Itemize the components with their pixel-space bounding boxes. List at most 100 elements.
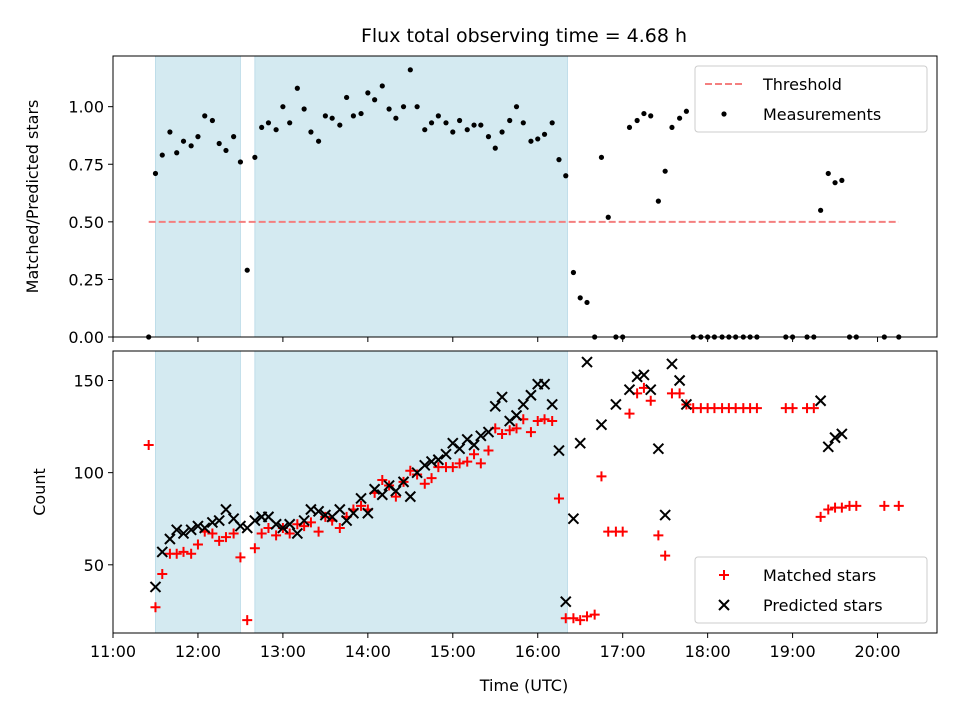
predicted-star-point [419,459,431,471]
predicted-star-point [149,581,162,593]
matched-star-point [469,449,480,460]
predicted-star-point [553,444,565,457]
x-tick-label: 16:00 [515,642,561,661]
measurement-point [513,104,520,110]
predicted-star-point [390,485,402,497]
matched-star-point [511,423,522,434]
predicted-star-point [489,400,501,413]
matched-star-point [356,500,367,511]
matched-star-point [787,403,798,414]
observing-window [155,350,241,634]
chart-title: Flux total observing time = 4.68 h [361,25,687,47]
measurement-point [435,113,441,119]
measurement-point [407,67,413,73]
measurement-point [626,124,633,131]
measurement-point [393,115,399,121]
matched-star-point [893,500,904,511]
predicted-star-point [397,476,410,488]
matched-star-point [412,469,423,480]
predicted-star-point [404,490,417,503]
measurement-point [273,127,279,133]
matched-star-point [284,528,295,539]
matched-star-point [271,530,282,541]
measurement-point [818,207,824,213]
measurement-point [344,94,350,101]
matched-star-point [808,403,819,414]
measurement-point [556,157,562,163]
measurement-point [520,120,526,126]
measurement-point [188,143,194,149]
matched-star-point [483,445,494,456]
measurement-point [152,170,159,177]
predicted-star-point [206,516,219,529]
predicted-star-point [334,503,346,516]
matched-star-point [532,416,543,427]
measurement-point [301,106,307,112]
x-axis-label: Time (UTC) [479,676,568,695]
axes-frame [112,350,938,634]
measurement-point [507,117,513,124]
measurement-point [598,154,605,160]
measurement-point [563,173,569,179]
legend: Threshold Measurements [694,65,928,133]
legend-label: Threshold [762,75,842,94]
predicted-star-point [496,391,508,403]
measurement-point [202,113,208,119]
measurement-point [372,97,378,103]
legend: Matched stars Predicted stars [694,556,928,624]
x-tick-label: 17:00 [600,642,646,661]
predicted-star-point [546,398,558,411]
measurement-point [422,127,428,133]
measurement-point [237,159,244,165]
measurement-point [216,140,222,147]
y-tick-label: 0.00 [68,328,104,347]
matched-star-point [879,500,890,511]
y-tick-label: 0.50 [68,213,104,232]
predicted-star-point [666,358,678,370]
y-tick-label: 100 [73,464,104,483]
predicted-star-point [177,527,190,540]
matched-star-point [405,465,416,476]
matched-star-point [426,473,437,484]
x-tick-label: 19:00 [770,642,816,661]
matched-star-point [192,539,203,550]
predicted-star-point [680,398,693,411]
predicted-star-point [171,524,183,536]
measurement-point [400,104,407,110]
predicted-star-point [836,428,848,440]
measurement-point [669,124,675,131]
measurement-point [478,122,484,128]
x-tick-label: 18:00 [685,642,731,661]
predicted-star-point [312,505,325,518]
predicted-star-point [156,546,168,558]
measurement-point [825,170,831,177]
predicted-star-point [270,518,282,530]
predicted-star-point [574,437,586,449]
matched-star-point [305,517,316,528]
measurement-point [456,117,463,124]
measurement-point [832,180,838,186]
matched-star-point [214,535,225,546]
measurement-point [499,129,505,135]
legend-box [694,556,928,624]
matched-star-point [377,475,388,486]
measurement-point [209,117,215,124]
predicted-star-point [355,492,367,505]
matched-star-point [553,493,564,504]
predicted-star-point [659,509,671,521]
measurement-point [231,134,237,140]
predicted-star-point [192,520,204,532]
matched-star-point [256,528,267,539]
measurement-point [223,147,229,154]
measurement-point [329,115,335,121]
predicted-star-point [567,513,580,525]
legend-label: Predicted stars [763,596,883,615]
predicted-star-point [581,356,593,368]
measurement-point [294,85,300,91]
matched-star-point [596,471,607,482]
measurement-point [244,267,250,273]
matched-star-point [447,462,458,473]
measurement-point [280,104,286,110]
measurement-point [450,129,456,135]
